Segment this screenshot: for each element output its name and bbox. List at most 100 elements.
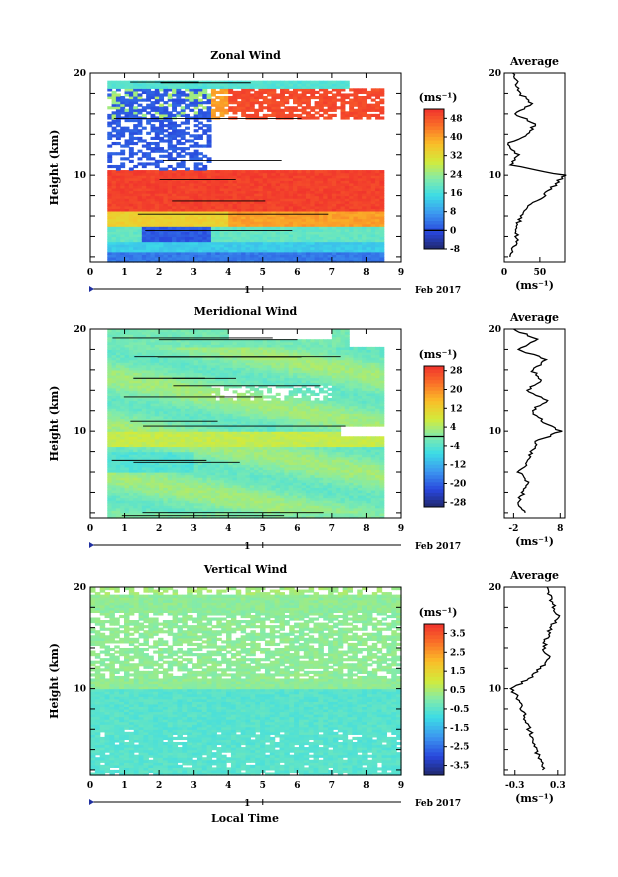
heatmap-cell <box>323 109 328 112</box>
colorbar-segment <box>424 148 444 152</box>
heatmap-cell <box>263 106 268 109</box>
heatmap-cell <box>220 96 225 99</box>
heatmap-cell <box>237 101 242 104</box>
heatmap-cell <box>159 147 164 150</box>
heatmap-cell <box>125 127 130 130</box>
heatmap-cell <box>310 81 315 84</box>
heatmap-cell <box>310 114 315 117</box>
heatmap-cell <box>246 170 251 173</box>
heatmap-cell <box>341 81 346 84</box>
heatmap-cell <box>328 114 333 117</box>
heatmap-cell <box>375 88 380 91</box>
heatmap-cell <box>138 109 143 112</box>
colorbar-segment <box>424 204 444 208</box>
heatmap-cell <box>284 170 289 173</box>
heatmap-cell <box>138 150 143 153</box>
heatmap-cell <box>349 88 354 91</box>
heatmap-cell <box>168 170 173 173</box>
colorbar-segment <box>424 127 444 131</box>
heatmap-cell <box>107 93 112 96</box>
heatmap-cell <box>189 139 194 142</box>
colorbar-segment <box>424 169 444 173</box>
heatmap-cell <box>211 109 216 112</box>
heatmap-cell <box>198 157 203 160</box>
heatmap-cell <box>107 152 112 155</box>
x-tick-label: 7 <box>329 268 335 278</box>
heatmap-cell <box>315 170 320 173</box>
heatmap-cell <box>250 114 255 117</box>
heatmap-cell <box>202 101 207 104</box>
heatmap-cell <box>146 152 151 155</box>
colorbar-segment <box>424 134 444 138</box>
colorbar-segment <box>424 172 444 176</box>
heatmap-cell <box>112 111 117 114</box>
panel-title: Zonal Wind <box>210 49 281 62</box>
heatmap-cell <box>289 170 294 173</box>
heatmap-cell <box>228 170 233 173</box>
heatmap-cell <box>163 129 168 132</box>
heatmap-cell <box>280 81 285 84</box>
x-tick-label: 2 <box>156 268 162 278</box>
heatmap-cell <box>120 127 125 130</box>
heatmap-cell <box>293 114 298 117</box>
heatmap-cell <box>207 124 212 127</box>
heatmap-cell <box>207 134 212 137</box>
heatmap-cell <box>241 81 246 84</box>
heatmap-cell <box>198 162 203 165</box>
heatmap-cell <box>176 139 181 142</box>
colorbar-segment <box>424 116 444 120</box>
heatmap-cell <box>345 111 350 114</box>
heatmap-cell <box>254 81 259 84</box>
heatmap-cell <box>233 91 238 94</box>
heatmap-cell <box>172 99 177 102</box>
colorbar-label: 48 <box>450 114 463 124</box>
heatmap-cell <box>276 101 281 104</box>
heatmap-cell <box>125 81 130 84</box>
heatmap-cell <box>194 111 199 114</box>
heatmap-cell <box>168 111 173 114</box>
colorbar-segment <box>424 225 444 229</box>
heatmap-cell <box>306 111 311 114</box>
heatmap-cell <box>150 157 155 160</box>
colorbar-segment <box>424 144 444 148</box>
heatmap-cell <box>215 170 220 173</box>
heatmap-cell <box>302 81 307 84</box>
heatmap-cell <box>150 162 155 165</box>
heatmap-cell <box>194 142 199 145</box>
heatmap-cell <box>267 99 272 102</box>
colorbar-segment <box>424 197 444 201</box>
heatmap-cell <box>168 132 173 135</box>
heatmap-cell <box>189 134 194 137</box>
heatmap-cell <box>267 81 272 84</box>
heatmap-cell <box>198 134 203 137</box>
heatmap-cell <box>112 165 117 168</box>
heatmap-cell <box>125 109 130 112</box>
heatmap-cell <box>254 170 259 173</box>
heatmap-cell <box>297 109 302 112</box>
heatmap-cell <box>107 106 112 109</box>
heatmap-cell <box>120 96 125 99</box>
heatmap-cell <box>202 106 207 109</box>
heatmap-cell <box>120 145 125 148</box>
heatmap-cell <box>146 132 151 135</box>
y-axis-label: Height (km) <box>48 130 61 206</box>
heatmap-cell <box>319 170 324 173</box>
heatmap-cell <box>172 145 177 148</box>
heatmap-cell <box>280 109 285 112</box>
heatmap-cell <box>198 152 203 155</box>
colorbar-segment <box>424 232 444 236</box>
heatmap-cell <box>220 81 225 84</box>
heatmap-cell <box>133 170 138 173</box>
heatmap-cell <box>263 96 268 99</box>
x-tick-label: 1 <box>121 268 127 278</box>
heatmap-cell <box>138 137 143 140</box>
heatmap-cell <box>319 114 324 117</box>
heatmap-cell <box>202 81 207 84</box>
heatmap-cell <box>155 127 160 130</box>
heatmap-cell <box>315 116 320 119</box>
colorbar-segment <box>424 120 444 124</box>
heatmap-cell <box>133 152 138 155</box>
colorbar-unit: (ms⁻¹) <box>419 91 458 104</box>
heatmap-cell <box>142 170 147 173</box>
heatmap-cell <box>185 93 190 96</box>
